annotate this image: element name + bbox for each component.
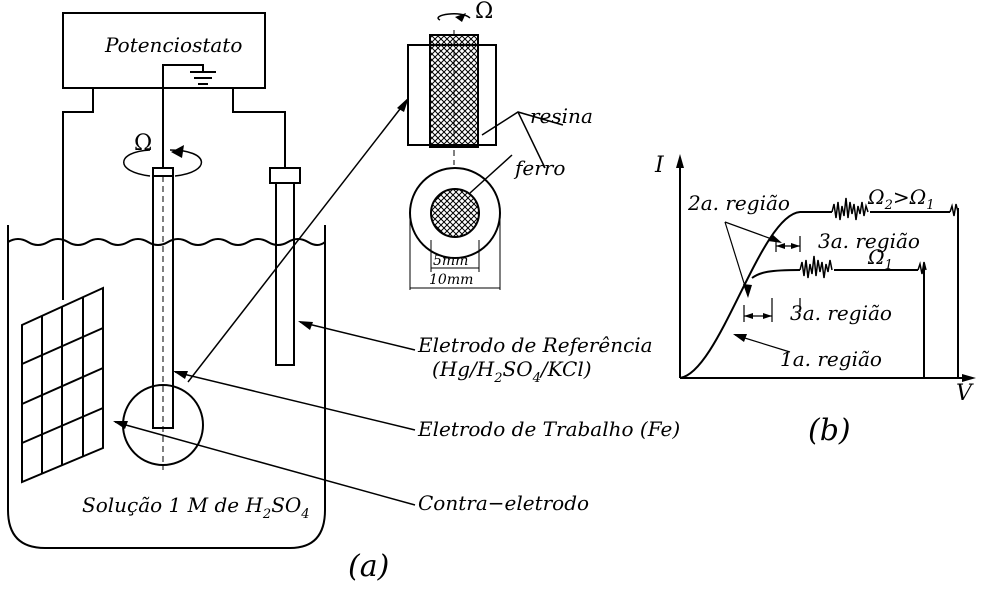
resin-label: resina xyxy=(530,104,593,128)
solution-sub-2: 2 xyxy=(262,507,271,522)
wire-counter xyxy=(62,88,94,300)
working-electrode xyxy=(122,105,204,470)
axis-v-label: V xyxy=(956,381,974,406)
solution-part-a: Solução 1 M de H xyxy=(82,493,263,517)
omega-compare-label: Ω2>Ω1 xyxy=(867,185,935,213)
dim-inner-label: 5mm xyxy=(433,253,468,269)
ref-electrode-label-line2: (Hg/H2SO4/KCl) xyxy=(432,357,592,386)
detail-pointers xyxy=(469,111,564,194)
electrode-side-view xyxy=(407,13,497,165)
curve-omega1 xyxy=(751,255,927,378)
region-1-label: 1a. região xyxy=(780,347,882,371)
solution-sub-4: 4 xyxy=(300,507,309,522)
region-3-bottom-label: 3a. região xyxy=(790,301,892,325)
counter-electrode-label: Contra−eletrodo xyxy=(418,491,589,515)
potentiostat-label: Potenciostato xyxy=(104,33,242,57)
curve-omega2 xyxy=(679,197,959,379)
ref-electrode-part-a: (Hg/H xyxy=(432,357,495,381)
pointer-arrows xyxy=(113,97,416,506)
region-3-top-label: 3a. região xyxy=(818,229,920,253)
panel-b-label: (b) xyxy=(808,413,851,448)
omega-1-label: Ω1 xyxy=(867,245,893,273)
iron-label: ferro xyxy=(513,156,565,180)
region-markers xyxy=(724,221,801,353)
wire-reference xyxy=(232,88,286,168)
work-electrode-label: Eletrodo de Trabalho (Fe) xyxy=(417,417,680,441)
reference-electrode xyxy=(269,167,301,366)
ground-icon xyxy=(162,64,216,105)
ref-electrode-part-b: SO xyxy=(503,357,533,381)
ref-electrode-sub-2: 2 xyxy=(493,371,502,386)
omega-compare-a: Ω xyxy=(867,185,885,209)
solution-part-b: SO xyxy=(271,493,301,517)
liquid-surface xyxy=(7,238,326,246)
solution-label: Solução 1 M de H2SO4 xyxy=(82,493,310,522)
dim-outer-label: 10mm xyxy=(429,272,473,288)
axis-i-label: I xyxy=(654,153,665,178)
omega-compare-gt: >Ω xyxy=(893,185,926,209)
omega-label-a: Ω xyxy=(134,131,152,156)
omega-1-sub: 1 xyxy=(885,258,893,273)
electrode-top-view xyxy=(409,167,501,290)
beaker xyxy=(7,225,326,549)
panel-a-label: (a) xyxy=(348,549,389,584)
omega-compare-sub1: 1 xyxy=(926,198,934,213)
ref-electrode-part-c: /KCl) xyxy=(539,357,592,381)
omega-detail-label: Ω xyxy=(475,0,493,24)
omega-1-symbol: Ω xyxy=(867,245,885,269)
ref-electrode-sub-4: 4 xyxy=(532,371,541,386)
counter-electrode-grid xyxy=(21,286,104,484)
region-2-label: 2a. região xyxy=(687,191,790,215)
rotation-arrow-icon xyxy=(123,145,203,177)
axes xyxy=(676,154,976,382)
ref-electrode-label-line1: Eletrodo de Referência xyxy=(417,333,653,357)
omega-compare-sub2: 2 xyxy=(884,198,893,213)
